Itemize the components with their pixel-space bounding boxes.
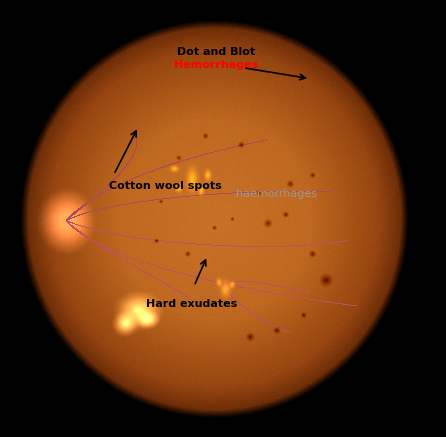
Text: Hemorrhages: Hemorrhages xyxy=(174,60,258,70)
Text: Dot and Blot: Dot and Blot xyxy=(177,47,256,57)
Text: Hard exudates: Hard exudates xyxy=(146,299,237,309)
Text: Cotton wool spots: Cotton wool spots xyxy=(109,181,222,191)
Text: haemorrhages: haemorrhages xyxy=(236,190,318,199)
